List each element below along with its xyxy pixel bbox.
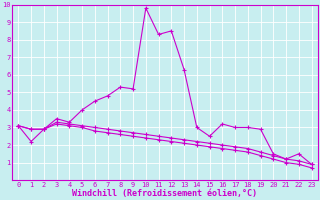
X-axis label: Windchill (Refroidissement éolien,°C): Windchill (Refroidissement éolien,°C) [72,189,258,198]
